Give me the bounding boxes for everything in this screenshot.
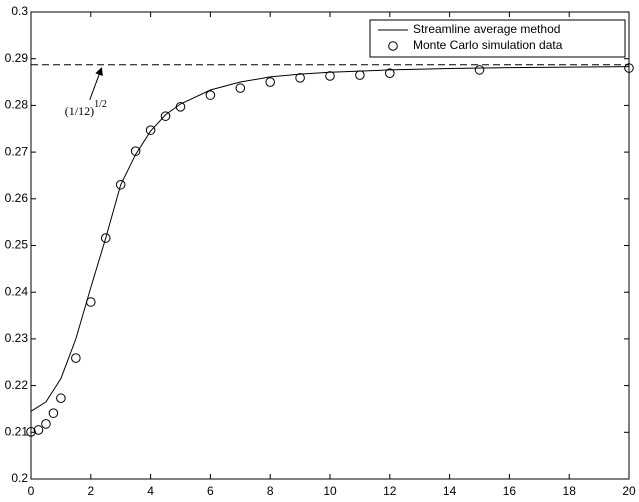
x-tick-label: 10: [323, 484, 337, 498]
annotation: (1/12)1/2: [65, 99, 107, 117]
marker: [205, 90, 216, 100]
marker: [48, 408, 59, 418]
y-tick-label: 0.24: [5, 284, 29, 298]
marker: [71, 353, 81, 363]
legend-swatch: [388, 41, 398, 51]
marker: [235, 83, 246, 93]
marker: [115, 179, 126, 190]
y-tick-label: 0.29: [5, 51, 29, 65]
marker: [56, 393, 66, 404]
x-tick-label: 0: [28, 484, 35, 498]
legend-label: Streamline average method: [413, 22, 560, 36]
annotation-arrow: [89, 72, 101, 100]
marker: [265, 77, 276, 87]
x-tick-label: 16: [503, 484, 517, 498]
annotation-text: (1/12): [65, 104, 94, 118]
marker: [325, 71, 335, 81]
x-tick-label: 8: [267, 484, 274, 498]
x-tick-label: 4: [147, 484, 154, 498]
y-tick-label: 0.25: [5, 238, 29, 252]
line: [30, 66, 630, 412]
marker: [33, 425, 44, 435]
x-tick-label: 2: [87, 484, 94, 498]
y-tick-label: 0.28: [5, 98, 29, 112]
marker: [474, 65, 485, 75]
plot-frame: [30, 11, 630, 480]
marker: [295, 73, 305, 83]
marker: [100, 233, 111, 243]
y-tick-label: 0.27: [5, 144, 29, 158]
y-tick-label: 0.22: [5, 378, 29, 392]
y-tick-label: 0.26: [5, 191, 29, 205]
marker: [145, 125, 156, 135]
x-tick-label: 12: [383, 484, 397, 498]
legend: [369, 19, 626, 58]
marker: [355, 70, 365, 80]
annotation-arrowhead: [95, 67, 103, 77]
marker: [175, 102, 186, 112]
marker: [130, 146, 141, 156]
marker: [160, 111, 171, 121]
x-tick-label: 6: [207, 484, 214, 498]
annotation-superscript: 1/2: [94, 99, 107, 110]
x-tick-label: 18: [563, 484, 577, 498]
marker: [41, 419, 51, 429]
marker: [624, 63, 634, 73]
y-tick-label: 0.2: [11, 471, 28, 485]
y-tick-label: 0.23: [5, 331, 29, 345]
y-tick-label: 0.3: [11, 4, 28, 18]
marker: [26, 427, 36, 437]
legend-label: Monte Carlo simulation data: [413, 38, 563, 52]
y-tick-label: 0.21: [5, 424, 29, 438]
marker: [385, 68, 395, 78]
x-tick-label: 14: [443, 484, 457, 498]
x-tick-label: 20: [622, 484, 636, 498]
marker: [86, 297, 96, 307]
